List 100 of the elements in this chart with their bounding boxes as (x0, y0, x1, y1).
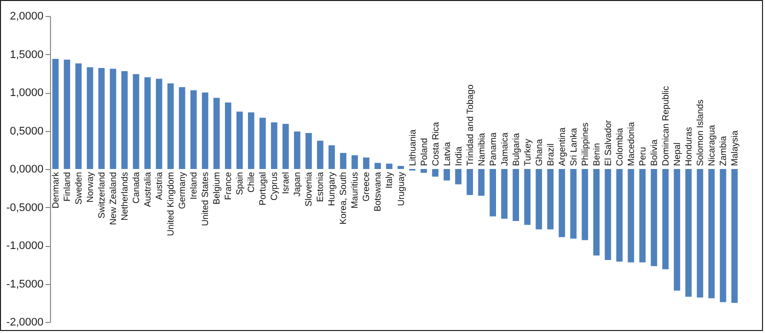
x-tick-label: Namibia (476, 132, 486, 166)
x-tick-label: Ghana (534, 138, 544, 166)
bar (455, 169, 462, 184)
bar (466, 169, 473, 196)
bar (524, 169, 531, 225)
x-tick-label: Germany (177, 172, 188, 210)
bar (340, 152, 346, 169)
bar (306, 133, 312, 169)
x-tick-label: Canada (131, 172, 142, 204)
bar (248, 112, 254, 169)
x-tick-label: Uruguay (396, 172, 406, 206)
x-tick-label: Slovenia (304, 172, 314, 207)
x-tick-label: New Zealand (108, 172, 118, 226)
bar (432, 169, 438, 177)
bar (317, 140, 324, 169)
x-tick-label: Netherlands (120, 172, 130, 221)
x-tick-label: Lithuania (407, 129, 418, 166)
x-tick-label: Bulgaria (510, 132, 521, 166)
bar (374, 162, 381, 169)
y-tick-label: 1,0000 (10, 87, 44, 99)
bar (639, 169, 646, 262)
bar (328, 145, 335, 169)
bar (132, 74, 140, 169)
bar (662, 169, 669, 270)
bar (478, 169, 484, 196)
bar (570, 169, 577, 239)
bar (616, 169, 623, 262)
bar (696, 169, 704, 298)
bar (558, 169, 566, 238)
bar (398, 166, 404, 169)
x-tick-label: Jamaica (499, 132, 510, 166)
x-tick-label: Austria (154, 172, 164, 200)
x-tick-label: Colombia (614, 128, 624, 166)
x-tick-label: Bolivia (648, 139, 659, 166)
bar (270, 122, 278, 169)
x-tick-label: Latvia (442, 142, 452, 166)
x-tick-label: Nicaragua (706, 124, 717, 166)
bar (731, 169, 738, 303)
bar (593, 169, 600, 256)
x-tick-label: Hungary (326, 172, 337, 206)
x-tick-label: Switzerland (96, 172, 107, 219)
bar (110, 68, 116, 169)
bar (167, 83, 174, 169)
x-tick-label: Korea, South (338, 172, 348, 225)
bar (86, 67, 94, 169)
bar (420, 169, 427, 173)
y-tick-label: 0,5000 (10, 125, 44, 138)
bar (604, 169, 612, 260)
x-tick-label: Honduras (683, 126, 694, 166)
x-tick-label: Philippines (580, 122, 590, 166)
x-tick-label: Norway (84, 172, 95, 203)
bar (536, 169, 542, 230)
x-tick-label: Panama (488, 132, 498, 166)
bar (64, 60, 70, 169)
bar (674, 169, 680, 291)
y-tick-label: 0,0000 (10, 164, 44, 176)
bar (352, 155, 358, 169)
bar (294, 132, 300, 169)
x-tick-label: Italy (384, 172, 394, 189)
y-tick-label: -0,5000 (6, 202, 44, 214)
x-tick-label: Macedonia (626, 122, 636, 166)
bar (547, 169, 554, 230)
x-tick-label: Greece (361, 172, 372, 202)
x-tick-label: Malaysia (730, 130, 740, 166)
bar (190, 90, 197, 169)
x-tick-label: El Salvador (602, 120, 613, 166)
x-tick-label: Nepal (672, 142, 682, 166)
bar (178, 87, 186, 169)
x-tick-label: Estonia (315, 172, 326, 202)
bar (490, 169, 496, 216)
x-tick-label: Spain (234, 172, 245, 196)
bar (512, 169, 520, 222)
x-tick-label: Dominican Republic (660, 85, 670, 166)
bar (52, 58, 59, 169)
x-tick-label: Mauritius (350, 172, 360, 209)
bar (156, 78, 162, 169)
bar (121, 71, 128, 169)
x-tick-label: Zambia (718, 136, 728, 166)
bar (202, 92, 208, 169)
x-tick-label: Portugal (258, 172, 268, 206)
bar (282, 124, 289, 169)
bar (213, 98, 220, 169)
x-tick-label: Ireland (188, 172, 199, 200)
x-tick-label: Poland (418, 138, 429, 166)
x-tick-label: Sri Lanka (568, 128, 578, 166)
bar (224, 102, 232, 169)
x-tick-label: Trinidad and Tobago (464, 84, 475, 166)
bar (363, 158, 370, 169)
x-tick-label: United States (200, 172, 210, 226)
bar (144, 77, 151, 169)
x-tick-label: Chile (246, 172, 256, 193)
bar (236, 112, 243, 169)
y-tick-label: -1,5000 (6, 278, 44, 290)
x-tick-label: India (453, 146, 464, 166)
bar (444, 169, 450, 180)
x-tick-label: Benin (591, 142, 602, 166)
x-tick-label: Solomon Islands (695, 98, 706, 166)
bar (75, 63, 82, 169)
x-tick-label: Cyprus (269, 172, 280, 201)
bar (628, 169, 634, 262)
